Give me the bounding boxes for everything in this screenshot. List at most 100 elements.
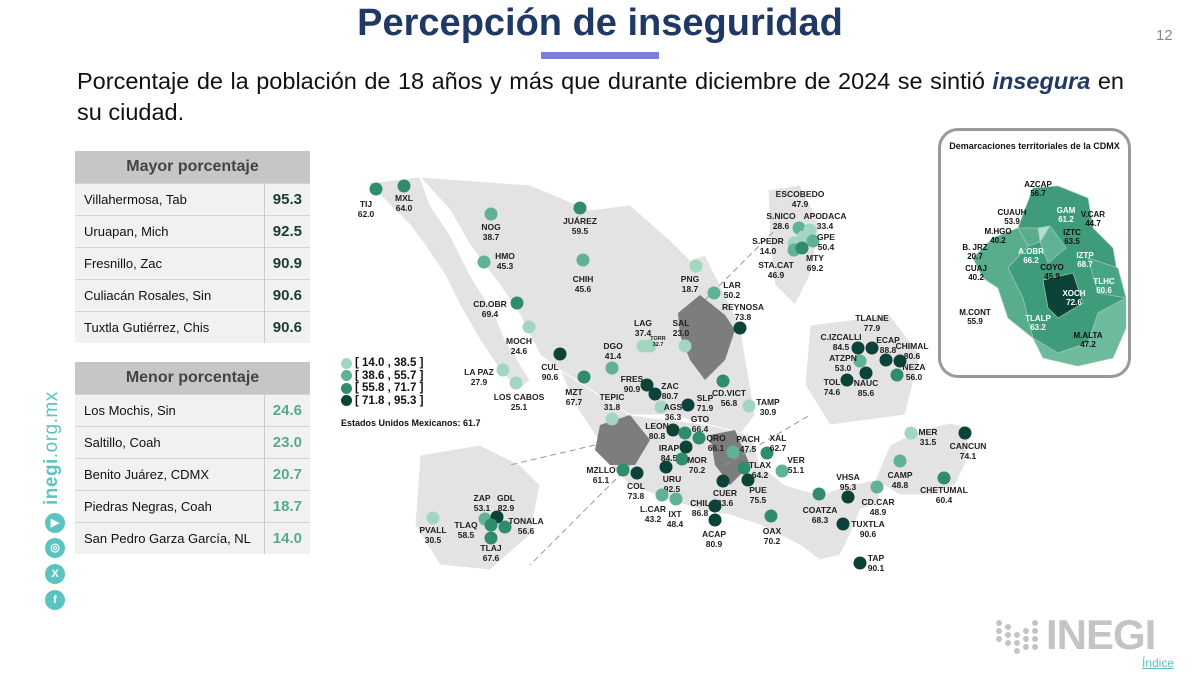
city-marker[interactable] [643, 339, 657, 353]
facebook-icon[interactable]: f [45, 590, 65, 610]
city-marker[interactable] [937, 471, 951, 485]
city-marker[interactable] [870, 480, 884, 494]
city-marker[interactable] [812, 487, 826, 501]
city-marker[interactable] [654, 400, 668, 414]
table-row: Piedras Negras, Coah 18.7 [75, 489, 310, 522]
legend-label: [ 38.6 , 55.7 ] [355, 369, 424, 382]
city-marker[interactable] [893, 354, 907, 368]
city-marker[interactable] [510, 296, 524, 310]
city-marker[interactable] [803, 223, 817, 237]
inset-leaders [509, 224, 811, 566]
city-marker[interactable] [573, 201, 587, 215]
city-code: MOR [687, 455, 707, 465]
youtube-icon[interactable]: ▶ [45, 513, 65, 533]
city-marker[interactable] [841, 490, 855, 504]
area-value: 56.7 [1030, 189, 1046, 198]
city-marker[interactable] [679, 440, 693, 454]
city-marker[interactable] [851, 341, 865, 355]
instagram-icon[interactable]: ◎ [45, 538, 65, 558]
city-marker[interactable] [692, 431, 706, 445]
city-percent: 23.0 [672, 328, 690, 338]
city-marker[interactable] [879, 353, 893, 367]
city-value: 18.7 [263, 489, 310, 522]
city-marker[interactable] [775, 464, 789, 478]
city-marker[interactable] [659, 460, 673, 474]
city-marker[interactable] [764, 509, 778, 523]
city-marker[interactable] [509, 376, 523, 390]
city-label: L.CAR 43.2 [640, 504, 666, 524]
city-marker[interactable] [737, 461, 751, 475]
city-marker[interactable] [741, 473, 755, 487]
area-name: M.CONT [959, 308, 991, 317]
city-marker[interactable] [708, 499, 722, 513]
city-marker[interactable] [742, 399, 756, 413]
city-marker[interactable] [397, 179, 411, 193]
website-link[interactable]: inegi.org.mx [41, 391, 63, 505]
city-marker[interactable] [484, 207, 498, 221]
city-marker[interactable] [689, 259, 703, 273]
city-marker[interactable] [760, 446, 774, 460]
city-marker[interactable] [648, 387, 662, 401]
city-label: GTO 66.4 [691, 414, 709, 434]
city-marker[interactable] [655, 488, 669, 502]
city-marker[interactable] [707, 286, 721, 300]
city-marker[interactable] [958, 426, 972, 440]
city-percent: 18.7 [681, 284, 699, 294]
city-marker[interactable] [369, 182, 383, 196]
city-marker[interactable] [426, 511, 440, 525]
city-marker[interactable] [836, 517, 850, 531]
city-marker[interactable] [853, 556, 867, 570]
city-marker[interactable] [553, 347, 567, 361]
city-marker[interactable] [865, 341, 879, 355]
area-value: 63.2 [1030, 323, 1046, 332]
city-marker[interactable] [484, 518, 498, 532]
city-label: NOG 38.7 [481, 222, 500, 242]
city-marker[interactable] [496, 363, 510, 377]
city-code: CHIH [572, 274, 594, 284]
city-marker[interactable] [605, 361, 619, 375]
city-label: MZLLO 61.1 [586, 465, 615, 485]
legend-item: [ 71.8 , 95.3 ] [341, 395, 423, 408]
city-marker[interactable] [484, 531, 498, 545]
city-percent: 67.6 [482, 553, 500, 563]
city-marker[interactable] [904, 426, 918, 440]
city-percent: 50.2 [723, 290, 741, 300]
city-value: 90.6 [263, 278, 310, 311]
city-marker[interactable] [577, 370, 591, 384]
city-marker[interactable] [681, 398, 695, 412]
area-name: A.OBR [1018, 247, 1044, 256]
city-label: TOL 74.6 [824, 377, 841, 397]
index-link[interactable]: Índice [1142, 656, 1175, 670]
x-icon[interactable]: X [45, 564, 65, 584]
city-code: VER [787, 455, 805, 465]
city-marker[interactable] [669, 492, 683, 506]
city-marker[interactable] [678, 426, 692, 440]
city-percent: 80.6 [903, 351, 921, 361]
city-marker[interactable] [477, 255, 491, 269]
city-marker[interactable] [806, 234, 820, 248]
city-marker[interactable] [708, 513, 722, 527]
city-marker[interactable] [726, 445, 740, 459]
city-marker[interactable] [716, 374, 730, 388]
cdmx-area-label: COYO 45.9 [1040, 263, 1064, 281]
city-marker[interactable] [675, 452, 689, 466]
city-marker[interactable] [616, 463, 630, 477]
city-percent: 73.8 [627, 491, 645, 501]
city-marker[interactable] [498, 520, 512, 534]
city-marker[interactable] [522, 320, 536, 334]
city-marker[interactable] [795, 241, 809, 255]
city-marker[interactable] [840, 373, 854, 387]
city-marker[interactable] [605, 412, 619, 426]
city-marker[interactable] [893, 454, 907, 468]
city-marker[interactable] [678, 339, 692, 353]
city-marker[interactable] [853, 354, 867, 368]
city-marker[interactable] [716, 474, 730, 488]
city-marker[interactable] [576, 253, 590, 267]
city-marker[interactable] [859, 366, 873, 380]
legend: [ 14.0 , 38.5 ][ 38.6 , 55.7 ][ 55.8 , 7… [341, 357, 423, 407]
city-marker[interactable] [630, 466, 644, 480]
city-marker[interactable] [733, 321, 747, 335]
city-marker[interactable] [890, 368, 904, 382]
city-marker[interactable] [666, 423, 680, 437]
city-percent: 62.0 [357, 209, 375, 219]
